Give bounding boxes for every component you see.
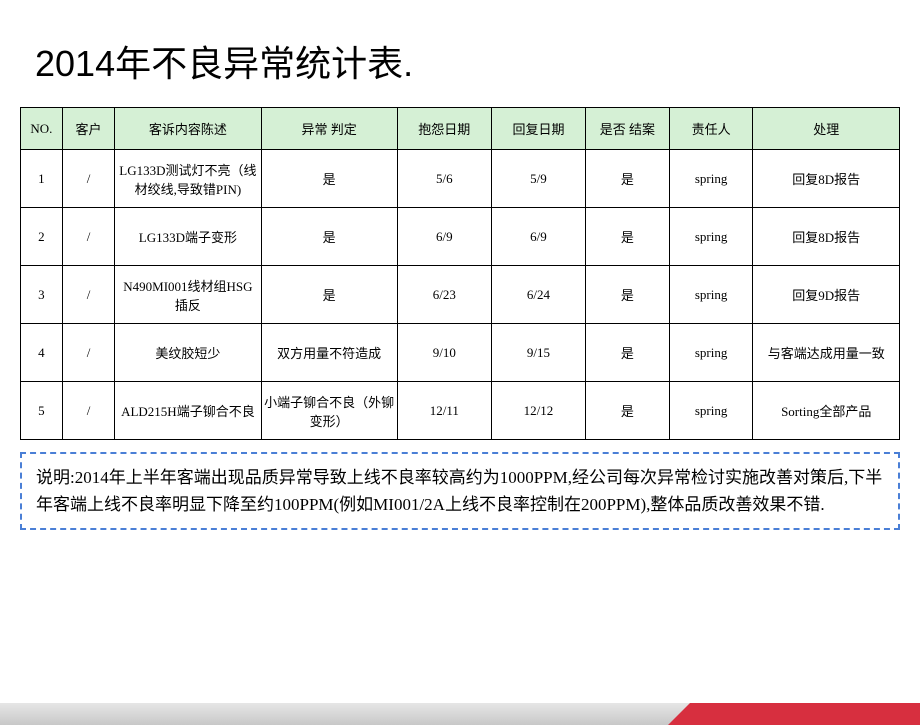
cell-description: LG133D端子变形 [115, 208, 262, 266]
explanation-note: 说明:2014年上半年客端出现品质异常导致上线不良率较高约为1000PPM,经公… [20, 452, 900, 530]
col-customer: 客户 [62, 108, 114, 150]
cell-complaint-date: 6/9 [397, 208, 491, 266]
footer-gray [0, 703, 690, 725]
cell-no: 5 [21, 382, 63, 440]
cell-no: 4 [21, 324, 63, 382]
table-row: 1 / LG133D测试灯不亮（线材绞线,导致错PIN) 是 5/6 5/9 是… [21, 150, 900, 208]
cell-complaint-date: 5/6 [397, 150, 491, 208]
cell-owner: spring [669, 208, 753, 266]
cell-reply-date: 6/9 [491, 208, 585, 266]
cell-customer: / [62, 208, 114, 266]
cell-description: LG133D测试灯不亮（线材绞线,导致错PIN) [115, 150, 262, 208]
cell-action: 回复8D报告 [753, 150, 900, 208]
col-reply-date: 回复日期 [491, 108, 585, 150]
table-row: 4 / 美纹胶短少 双方用量不符造成 9/10 9/15 是 spring 与客… [21, 324, 900, 382]
cell-customer: / [62, 324, 114, 382]
footer-bar [0, 703, 920, 725]
cell-closed: 是 [586, 266, 670, 324]
cell-no: 1 [21, 150, 63, 208]
cell-owner: spring [669, 150, 753, 208]
cell-determination: 是 [261, 208, 397, 266]
cell-reply-date: 9/15 [491, 324, 585, 382]
cell-closed: 是 [586, 382, 670, 440]
cell-no: 2 [21, 208, 63, 266]
cell-complaint-date: 12/11 [397, 382, 491, 440]
footer-red [690, 703, 920, 725]
col-no: NO. [21, 108, 63, 150]
cell-reply-date: 12/12 [491, 382, 585, 440]
col-action: 处理 [753, 108, 900, 150]
col-description: 客诉内容陈述 [115, 108, 262, 150]
cell-no: 3 [21, 266, 63, 324]
cell-closed: 是 [586, 150, 670, 208]
defect-table: NO. 客户 客诉内容陈述 异常 判定 抱怨日期 回复日期 是否 结案 责任人 … [20, 107, 900, 440]
cell-closed: 是 [586, 324, 670, 382]
cell-customer: / [62, 266, 114, 324]
cell-description: 美纹胶短少 [115, 324, 262, 382]
cell-action: 与客端达成用量一致 [753, 324, 900, 382]
cell-determination: 双方用量不符造成 [261, 324, 397, 382]
cell-reply-date: 6/24 [491, 266, 585, 324]
cell-description: N490MI001线材组HSG插反 [115, 266, 262, 324]
cell-determination: 是 [261, 150, 397, 208]
cell-reply-date: 5/9 [491, 150, 585, 208]
cell-action: Sorting全部产品 [753, 382, 900, 440]
cell-closed: 是 [586, 208, 670, 266]
col-determination: 异常 判定 [261, 108, 397, 150]
cell-customer: / [62, 150, 114, 208]
cell-determination: 是 [261, 266, 397, 324]
table-row: 3 / N490MI001线材组HSG插反 是 6/23 6/24 是 spri… [21, 266, 900, 324]
cell-determination: 小端子铆合不良（外铆变形） [261, 382, 397, 440]
page-title: 2014年不良异常统计表. [35, 35, 920, 87]
cell-owner: spring [669, 266, 753, 324]
table-header-row: NO. 客户 客诉内容陈述 异常 判定 抱怨日期 回复日期 是否 结案 责任人 … [21, 108, 900, 150]
cell-complaint-date: 6/23 [397, 266, 491, 324]
cell-customer: / [62, 382, 114, 440]
table-row: 5 / ALD215H端子铆合不良 小端子铆合不良（外铆变形） 12/11 12… [21, 382, 900, 440]
cell-action: 回复8D报告 [753, 208, 900, 266]
table-row: 2 / LG133D端子变形 是 6/9 6/9 是 spring 回复8D报告 [21, 208, 900, 266]
cell-owner: spring [669, 324, 753, 382]
cell-action: 回复9D报告 [753, 266, 900, 324]
col-closed: 是否 结案 [586, 108, 670, 150]
col-owner: 责任人 [669, 108, 753, 150]
cell-owner: spring [669, 382, 753, 440]
cell-complaint-date: 9/10 [397, 324, 491, 382]
cell-description: ALD215H端子铆合不良 [115, 382, 262, 440]
col-complaint-date: 抱怨日期 [397, 108, 491, 150]
